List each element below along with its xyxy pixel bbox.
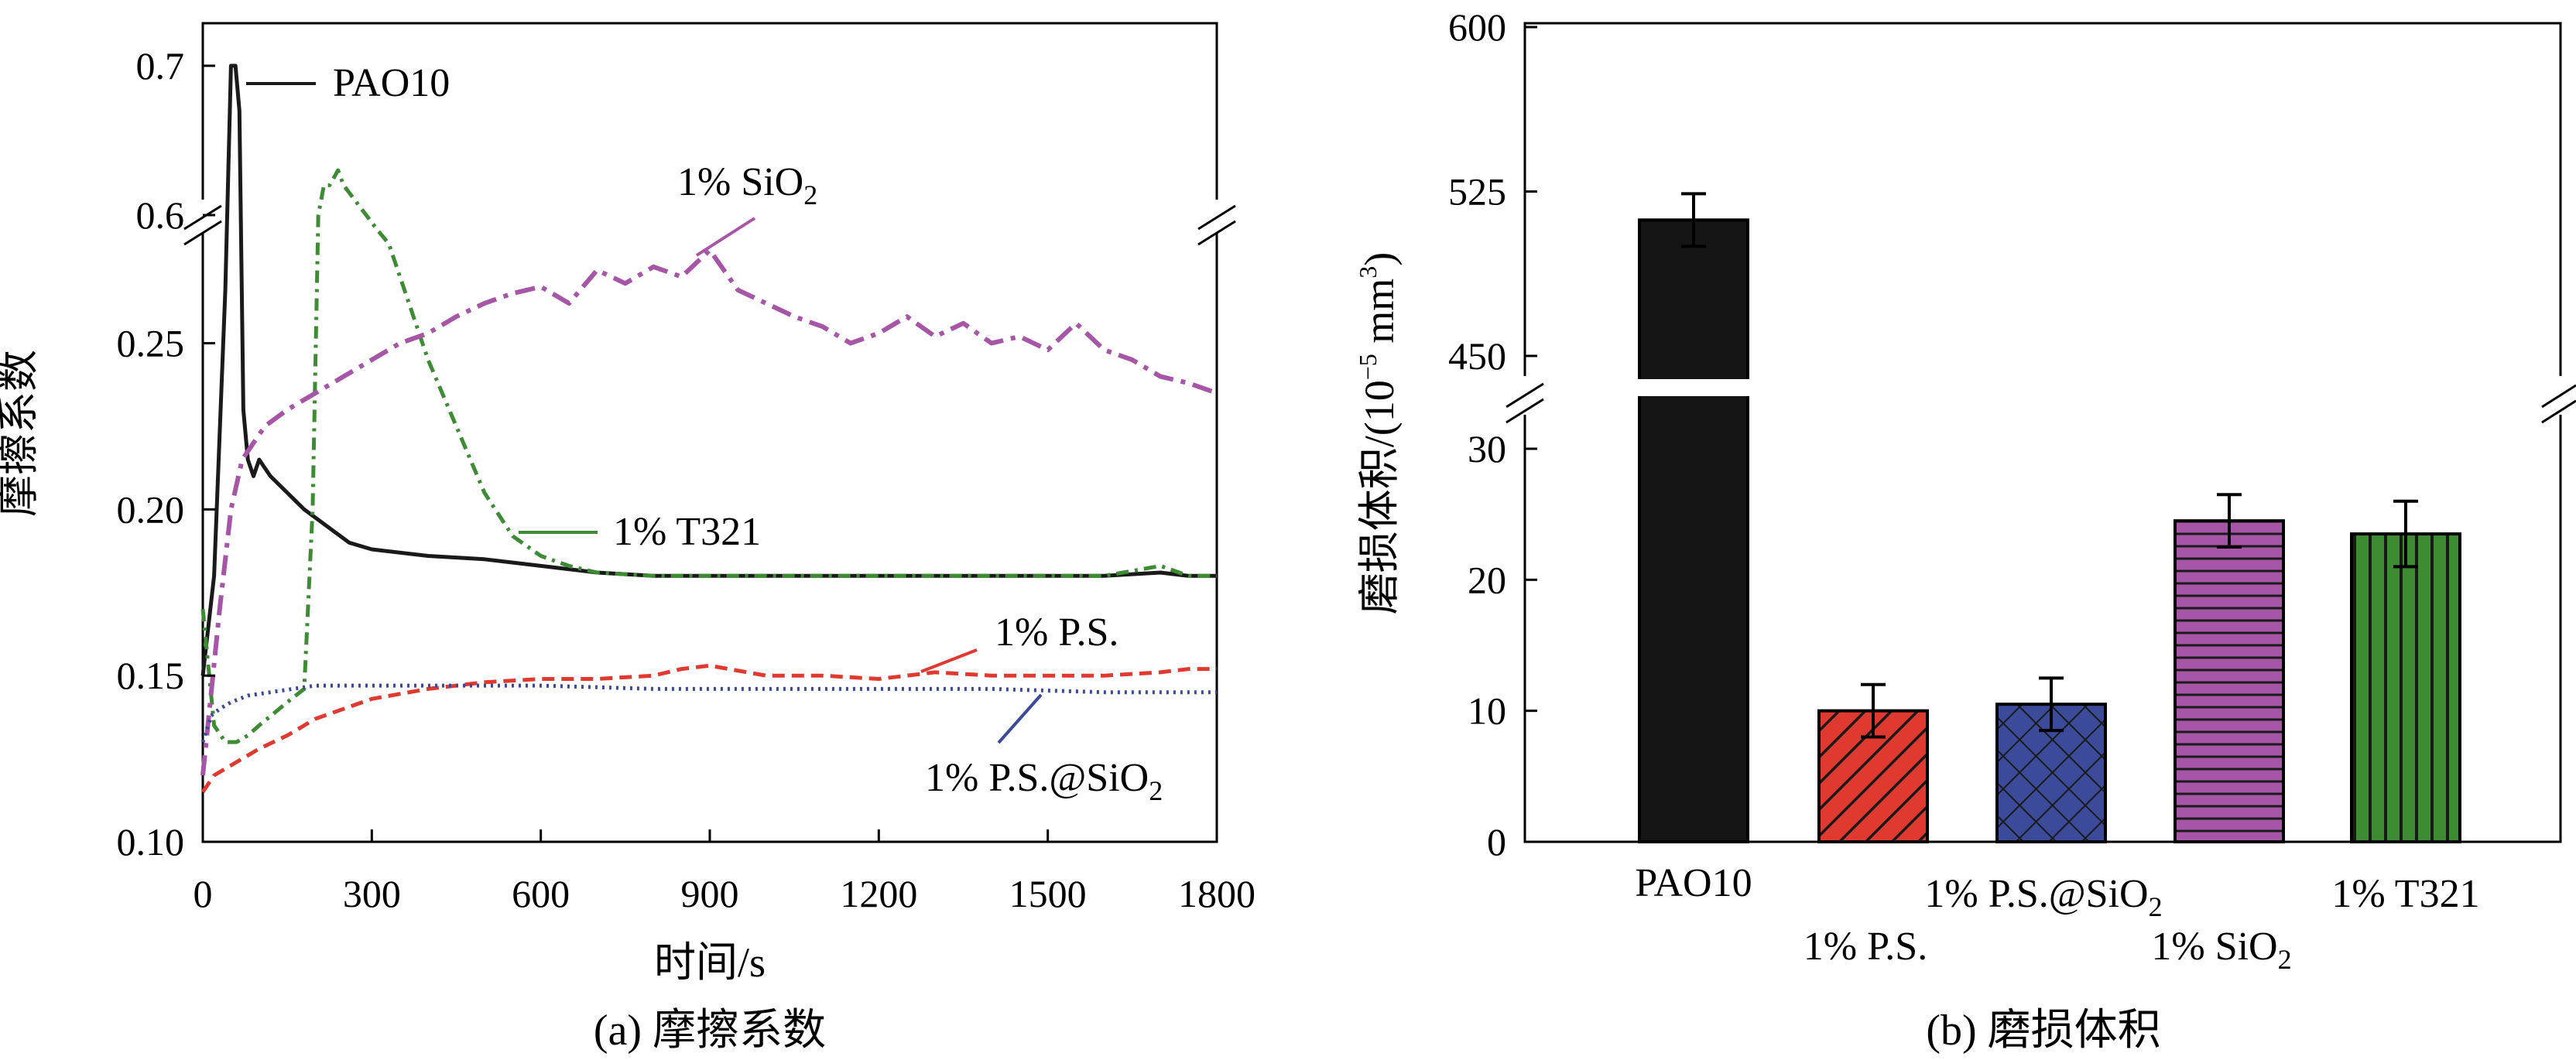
series-line-1-p-s bbox=[200, 663, 1217, 794]
y-axis-label-b: 磨损体积/(10−5 mm3) bbox=[1354, 252, 1403, 615]
series-line-1-sio2 bbox=[200, 248, 1218, 776]
category-label-ps: 1% P.S. bbox=[1804, 925, 1927, 969]
y-tick-label: 0.15 bbox=[117, 654, 185, 697]
bar-3 bbox=[2174, 519, 2285, 844]
x-tick-label: 600 bbox=[512, 872, 570, 915]
legend-ps-sio2: 1% P.S.@SiO2 bbox=[925, 756, 1163, 806]
x-tick-label: 0 bbox=[194, 872, 213, 915]
caption-a: (a) 摩擦系数 bbox=[594, 1007, 826, 1055]
x-tick-label: 300 bbox=[343, 872, 401, 915]
plot-frame-a bbox=[201, 22, 1218, 843]
legend-t321: 1% T321 bbox=[613, 510, 761, 554]
bar-break-gap bbox=[1636, 379, 1751, 396]
legend-sio2: 1% SiO2 bbox=[677, 160, 817, 210]
y-tick-label: 0.25 bbox=[117, 322, 185, 365]
y-axis-break-b bbox=[1506, 376, 2576, 424]
y-tick-label: 30 bbox=[1468, 427, 1506, 470]
bar-4 bbox=[2350, 532, 2461, 843]
y-tick-label: 0.7 bbox=[136, 44, 185, 87]
y-tick-label: 20 bbox=[1468, 558, 1506, 601]
bar-0 bbox=[1638, 218, 1749, 844]
y-tick-label: 525 bbox=[1448, 170, 1506, 214]
x-tick-label: 1500 bbox=[1009, 872, 1087, 915]
y-tick-label: 450 bbox=[1448, 334, 1506, 378]
y-tick-label: 0 bbox=[1487, 820, 1506, 863]
y-tick-label: 600 bbox=[1448, 5, 1506, 49]
caption-b: (b) 磨损体积 bbox=[1926, 1007, 2160, 1055]
wear-volume-chart: 0 10 20 30 450 525 600 磨损体积/(10−5 mm3) (b) 磨损体… bbox=[1354, 5, 2576, 1055]
x-tick-label: 1800 bbox=[1178, 872, 1255, 915]
x-axis-label-a: 时间/s bbox=[654, 939, 766, 986]
series-line-1-p-s-sio2 bbox=[200, 683, 1217, 743]
y-tick-label: 10 bbox=[1468, 689, 1506, 733]
leader-ps bbox=[920, 648, 978, 673]
x-tick-label: 1200 bbox=[840, 872, 917, 915]
category-label-ps-sio2: 1% P.S.@SiO2 bbox=[1924, 872, 2162, 922]
y-axis-break-a bbox=[183, 200, 1237, 246]
friction-chart: 0 300 600 900 1200 1500 1800 0.10 0.15 0.20 0.25 0.… bbox=[0, 22, 1255, 1055]
category-label-sio2: 1% SiO2 bbox=[2151, 925, 2291, 975]
y-axis-label-a: 摩擦系数 bbox=[0, 350, 42, 517]
y-tick-label: 0.10 bbox=[117, 820, 185, 863]
series-line-pao10 bbox=[200, 63, 1217, 676]
category-label-pao10: PAO10 bbox=[1635, 861, 1752, 905]
leader-ps-sio2 bbox=[997, 693, 1043, 744]
x-tick-label: 900 bbox=[681, 872, 739, 915]
leader-sio2 bbox=[695, 217, 756, 257]
category-label-t321: 1% T321 bbox=[2331, 872, 2479, 916]
y-tick-label: 0.20 bbox=[117, 487, 185, 531]
legend-pao10: PAO10 bbox=[333, 61, 450, 105]
series-line-1-t321 bbox=[200, 168, 1217, 744]
legend-ps: 1% P.S. bbox=[995, 610, 1118, 655]
y-tick-label: 0.6 bbox=[136, 193, 185, 237]
